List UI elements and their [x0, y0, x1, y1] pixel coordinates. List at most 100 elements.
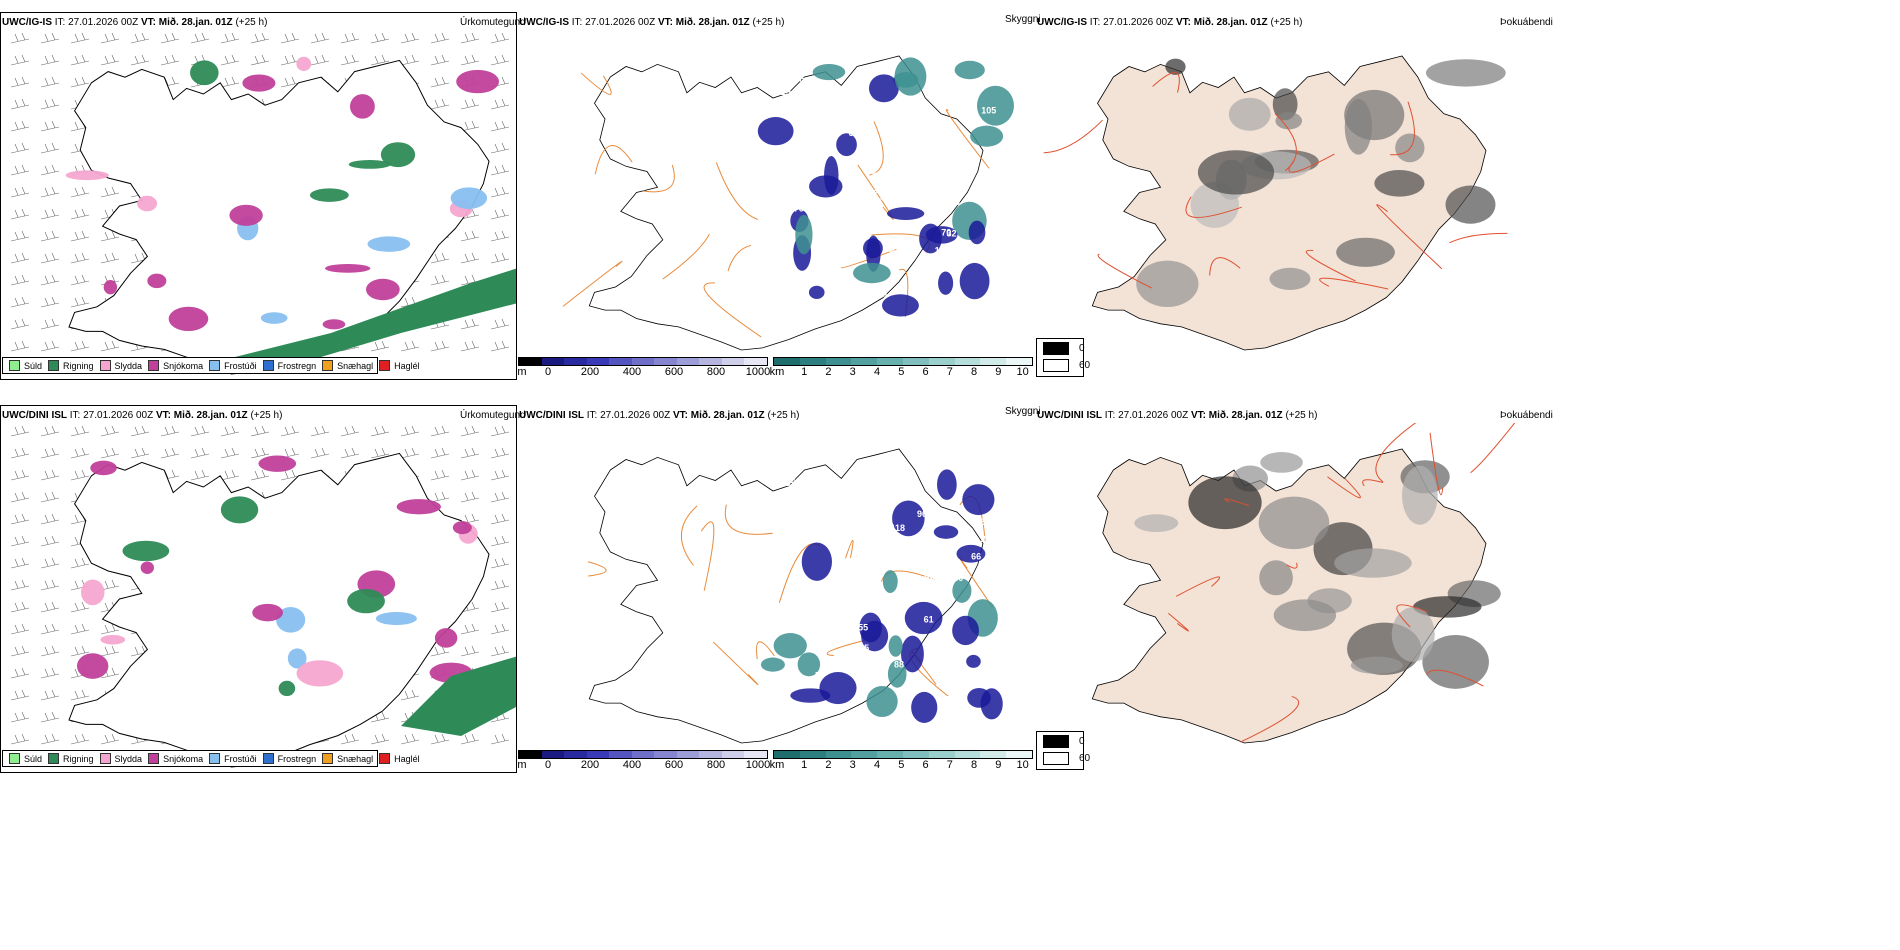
fog-legend-swatch	[1043, 359, 1069, 372]
wind-barb	[70, 230, 90, 242]
visibility-tick: 1	[801, 759, 808, 771]
cloud-base-label: 47	[823, 231, 833, 241]
legend-label: Haglél	[394, 360, 420, 371]
wind-barb	[10, 120, 30, 132]
road	[724, 504, 773, 535]
cloud-area	[887, 660, 907, 688]
cloud-area	[852, 262, 891, 284]
cloud-area	[863, 238, 883, 259]
wind-barb	[40, 230, 60, 242]
wind-barb	[310, 32, 330, 44]
ceiling-tick: 200	[580, 366, 600, 378]
fog-legend-top: 0 60	[1036, 338, 1090, 377]
cloud-base-label: 68	[891, 614, 901, 624]
ceiling-segment	[654, 751, 677, 758]
precip-area	[103, 280, 118, 295]
ceiling-segment	[541, 751, 565, 758]
legend-swatch	[209, 360, 221, 371]
wind-barb	[340, 447, 360, 459]
precip-area	[229, 204, 263, 226]
cloud-base-label: 55	[858, 622, 868, 632]
wind-barb	[400, 340, 420, 352]
wind-barb	[160, 32, 180, 44]
visibility-segment	[980, 751, 1007, 758]
lead-time: (+25 h)	[1270, 17, 1303, 28]
visibility-tick: 1	[801, 366, 808, 378]
wind-barb	[370, 733, 390, 745]
cloud-area	[795, 214, 813, 255]
wind-barb	[190, 469, 210, 481]
wind-barb	[70, 469, 90, 481]
wind-barb	[70, 340, 90, 352]
precip-area	[276, 606, 306, 633]
wind-barb	[490, 54, 510, 66]
visibility-tick: 8	[971, 366, 978, 378]
wind-barb	[40, 601, 60, 613]
cloud-area	[956, 544, 986, 563]
wind-barb	[490, 579, 510, 591]
wind-barb	[490, 164, 510, 176]
wind-barb	[10, 142, 30, 154]
cloud-base-label: 92	[924, 572, 934, 582]
it-value: 27.01.2026 00Z	[585, 17, 656, 28]
ceiling-ticks: m 0 200 400 600 800 1000	[517, 759, 770, 771]
ceiling-segment	[519, 751, 542, 758]
road	[1470, 423, 1516, 474]
legend-label: Frostregn	[277, 753, 317, 764]
visibility-tick: 3	[849, 759, 856, 771]
cloud-base-label: 87	[779, 488, 789, 498]
cloud-area	[976, 85, 1014, 126]
cloud-area	[888, 635, 903, 657]
precip-legend-top: Súld Rigning Slydda Snjókoma Frostúði Frostre…	[2, 357, 420, 374]
legend-label: Slydda	[114, 360, 143, 371]
wind-barb	[370, 54, 390, 66]
legend-swatch	[322, 753, 334, 764]
wind-barb	[430, 76, 450, 88]
visibility-segment	[774, 751, 800, 758]
model-name: UWC/DINI ISL	[2, 410, 67, 421]
wind-barb	[220, 54, 240, 66]
cloud-base-label: 66	[810, 598, 820, 608]
wind-barb	[310, 54, 330, 66]
ceiling-tick: 1000	[745, 366, 771, 378]
ceiling-segment	[699, 358, 722, 365]
wind-barb	[220, 469, 240, 481]
wind-barb	[220, 447, 240, 459]
cloud-area	[952, 615, 979, 646]
wind-barb	[10, 208, 30, 220]
cloud-base-label: 191	[873, 290, 888, 300]
wind-barb	[70, 208, 90, 220]
precip-panel-top	[0, 12, 517, 380]
precip-area	[258, 455, 297, 472]
cloud-area	[911, 691, 938, 723]
it-label: IT:	[69, 410, 81, 421]
panel-title-fog-top: Þokuábendi	[1500, 17, 1553, 28]
iceland-coastline	[68, 59, 490, 375]
cloud-base-label: 30	[928, 468, 938, 478]
legend-swatch	[379, 360, 391, 371]
wind-barb	[490, 98, 510, 110]
fog-map-bottom	[1091, 423, 1516, 744]
ceiling-segment	[676, 751, 700, 758]
wind-barb	[10, 98, 30, 110]
it-value: 27.01.2026 00Z	[68, 17, 139, 28]
cloud-base-label: 85	[888, 244, 898, 254]
legend-swatch	[322, 360, 334, 371]
wind-barb	[70, 252, 90, 264]
wind-barb	[100, 54, 120, 66]
cloud-base-label: 118	[928, 306, 943, 316]
wind-barb	[10, 667, 30, 679]
wind-barb	[430, 32, 450, 44]
ceiling-segment	[609, 751, 632, 758]
road	[1362, 479, 1384, 487]
wind-barb	[40, 164, 60, 176]
wind-barb	[40, 76, 60, 88]
wind-barb	[220, 32, 240, 44]
precip-area	[375, 611, 417, 626]
road	[1286, 562, 1298, 569]
wind-barb	[40, 32, 60, 44]
panel-title-precip-bottom: Úrkomutegund	[460, 410, 526, 421]
visibility-tick: 6	[922, 759, 929, 771]
wind-barb	[10, 425, 30, 437]
wind-barb	[490, 491, 510, 503]
